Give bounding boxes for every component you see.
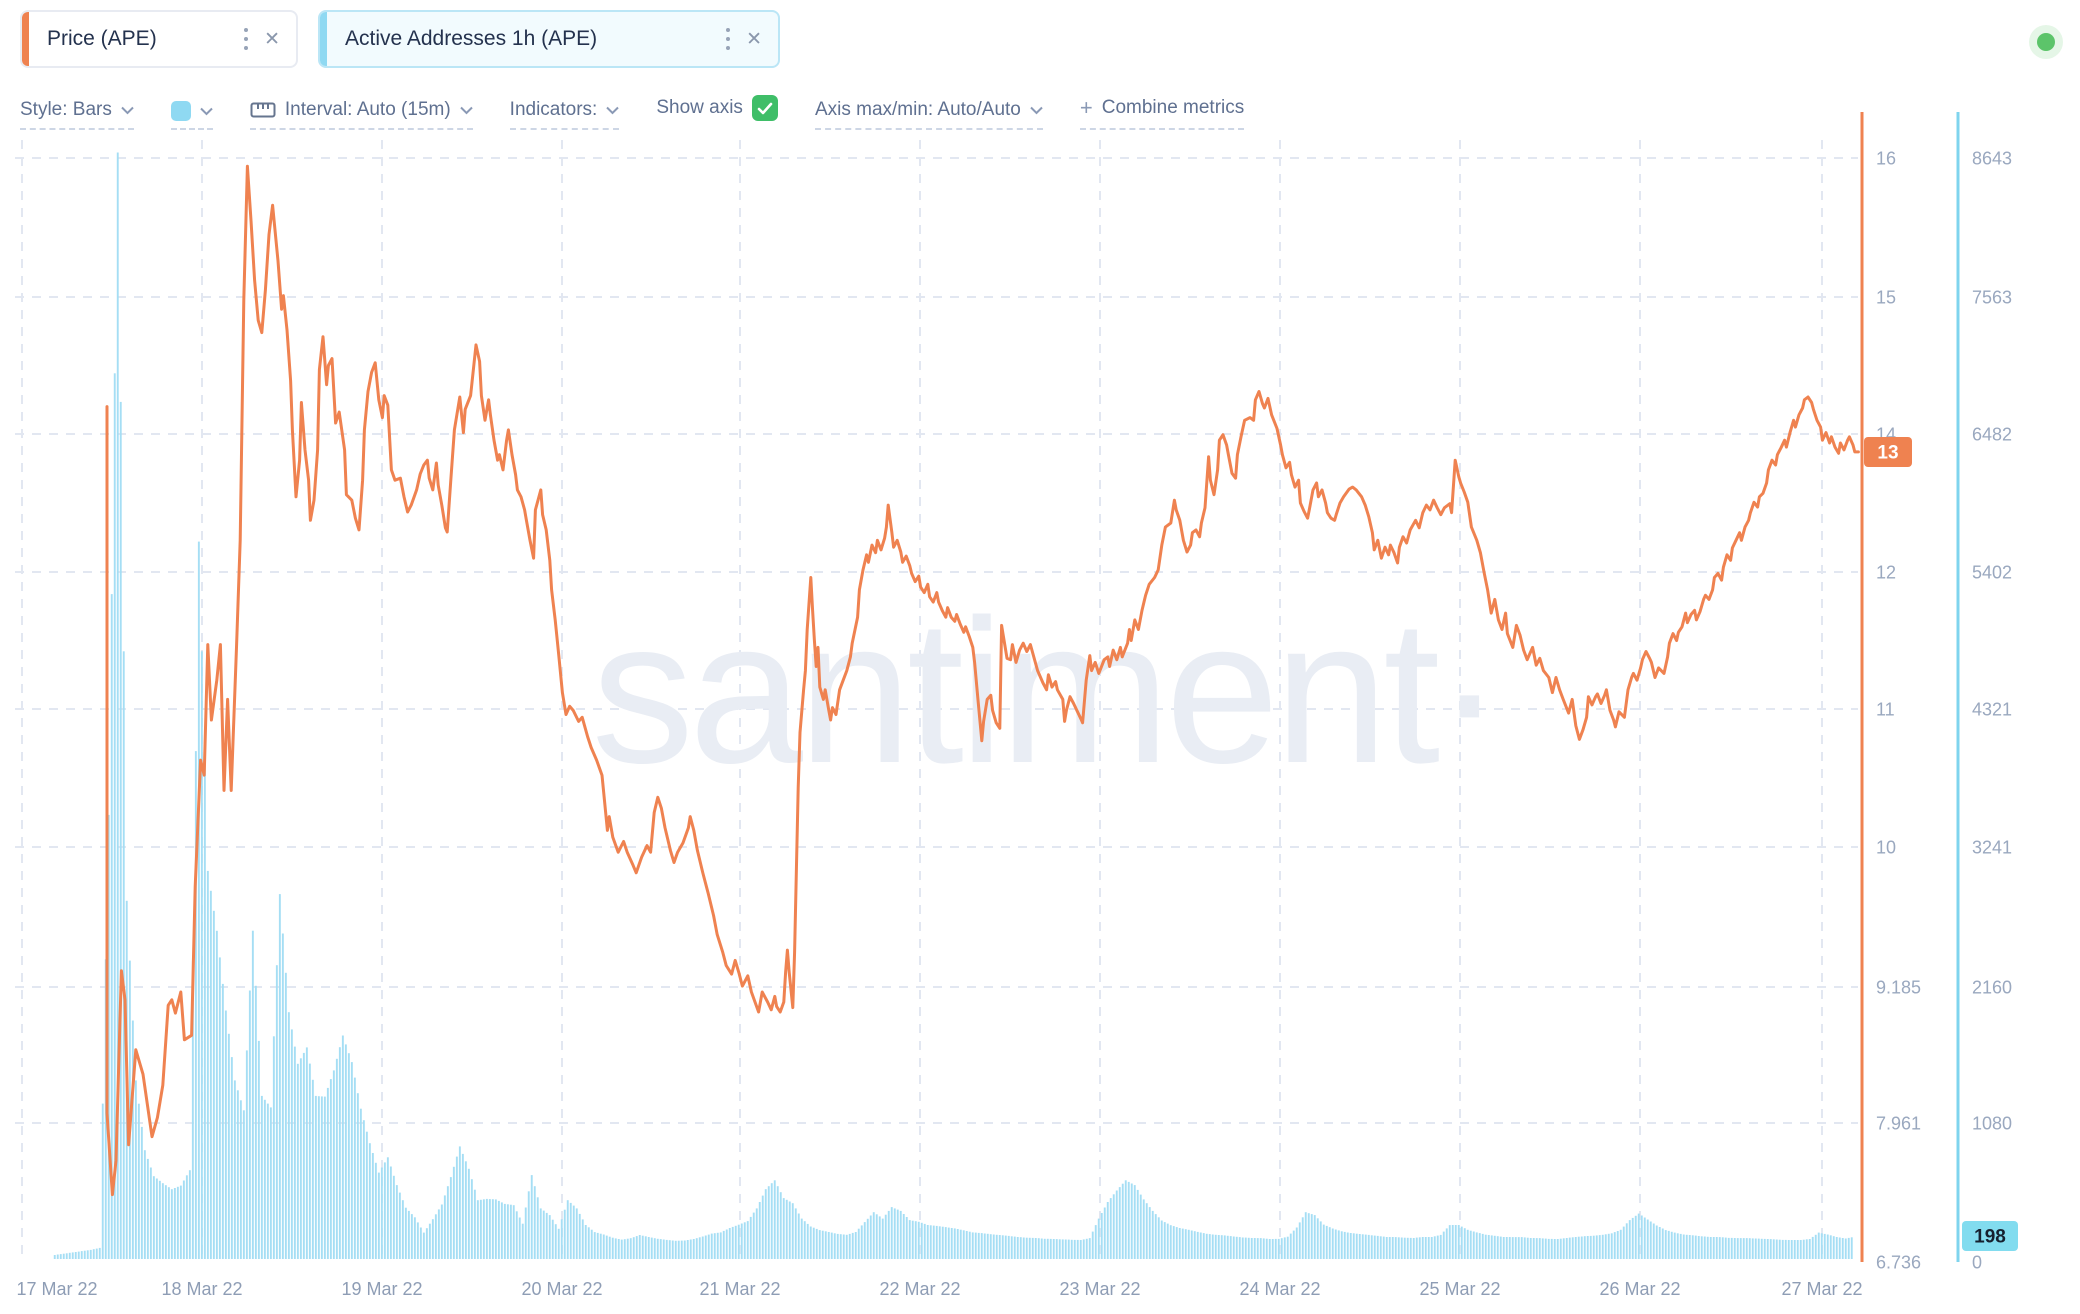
chevron-down-icon <box>459 106 473 114</box>
addresses-axis-tick-label: 3241 <box>1972 837 2012 857</box>
kebab-menu-icon[interactable] <box>718 20 738 59</box>
x-axis-date-label: 18 Mar 22 <box>161 1279 242 1299</box>
tab-addresses-label: Active Addresses 1h (APE) <box>345 27 598 50</box>
price-axis-tick-label: 11 <box>1876 699 1895 719</box>
indicators-label: Indicators: <box>509 99 598 120</box>
x-axis-date-label: 27 Mar 22 <box>1781 1279 1862 1299</box>
tab-price-ape[interactable]: Price (APE) ✕ <box>20 10 298 68</box>
addresses-axis-tick-label: 6482 <box>1972 424 2012 444</box>
style-dropdown[interactable]: Style: Bars <box>20 99 134 130</box>
chevron-down-icon <box>1030 106 1043 114</box>
price-accent-bar <box>22 12 29 66</box>
x-axis-date-label: 23 Mar 22 <box>1059 1279 1140 1299</box>
check-icon <box>757 102 773 114</box>
x-axis-date-label: 17 Mar 22 <box>16 1279 97 1299</box>
price-axis-tick-label: 16 <box>1876 148 1896 168</box>
x-axis-date-label: 20 Mar 22 <box>521 1279 602 1299</box>
chevron-down-icon <box>121 106 134 114</box>
combine-metrics-label: Combine metrics <box>1101 97 1245 118</box>
price-axis-tick-label: 10 <box>1876 837 1896 857</box>
active-addresses-bars <box>53 152 1853 1259</box>
santiment-watermark: santiment· <box>591 577 1498 806</box>
addresses-axis-tick-label: 2160 <box>1972 977 2012 997</box>
axis-maxmin-dropdown[interactable]: Axis max/min: Auto/Auto <box>814 99 1043 130</box>
price-axis-tick-label: 6.736 <box>1876 1252 1921 1272</box>
plus-icon: + <box>1079 95 1093 120</box>
price-line <box>105 164 1860 1197</box>
addresses-axis-tick-label: 5402 <box>1972 562 2012 582</box>
close-icon[interactable]: ✕ <box>264 28 280 50</box>
style-label: Style: Bars <box>20 99 112 120</box>
price-axis-tick-label: 9.185 <box>1876 977 1921 997</box>
series-color-swatch <box>170 101 191 121</box>
connection-status-dot[interactable] <box>2037 33 2055 51</box>
addresses-axis-tick-label: 7563 <box>1972 287 2012 307</box>
interval-ruler-icon <box>250 102 276 118</box>
x-axis-date-label: 24 Mar 22 <box>1239 1279 1320 1299</box>
addresses-axis-tick-label: 4321 <box>1972 699 2012 719</box>
combine-metrics-button[interactable]: + Combine metrics <box>1079 95 1245 130</box>
addresses-accent-bar <box>320 12 327 66</box>
chart-toolbar: Style: Bars Interval: Auto (15m) Indicat… <box>20 95 1245 130</box>
price-current-badge <box>1864 437 1912 467</box>
color-picker-dropdown[interactable] <box>170 101 213 130</box>
x-axis-date-label: 22 Mar 22 <box>879 1279 960 1299</box>
tab-active-addresses[interactable]: Active Addresses 1h (APE) ✕ <box>318 10 780 68</box>
indicators-dropdown[interactable]: Indicators: <box>509 99 620 130</box>
price-axis-tick-label: 15 <box>1876 287 1896 307</box>
interval-dropdown[interactable]: Interval: Auto (15m) <box>249 99 473 130</box>
show-axis-checkbox[interactable] <box>751 95 778 121</box>
axis-maxmin-label: Axis max/min: Auto/Auto <box>814 99 1021 120</box>
chevron-down-icon <box>606 106 620 114</box>
x-axis-date-label: 19 Mar 22 <box>341 1279 422 1299</box>
addresses-axis-tick-label: 8643 <box>1972 148 2012 168</box>
chevron-down-icon <box>200 107 213 115</box>
x-axis-date-label: 21 Mar 22 <box>699 1279 780 1299</box>
price-axis-tick-label: 7.961 <box>1876 1113 1921 1133</box>
price-axis-tick-label: 12 <box>1876 562 1896 582</box>
show-axis-label: Show axis <box>656 97 743 118</box>
x-axis-date-label: 25 Mar 22 <box>1419 1279 1500 1299</box>
addresses-axis-tick-label: 1080 <box>1972 1113 2012 1133</box>
show-axis-toggle[interactable]: Show axis <box>656 95 778 130</box>
price-current-badge-text: 13 <box>1877 443 1898 464</box>
interval-label: Interval: Auto (15m) <box>284 99 451 120</box>
kebab-menu-icon[interactable] <box>236 20 256 59</box>
addresses-current-badge <box>1962 1221 2018 1251</box>
close-icon[interactable]: ✕ <box>746 28 762 50</box>
tab-price-label: Price (APE) <box>47 27 157 50</box>
addresses-current-badge-text: 198 <box>1974 1227 2006 1248</box>
x-axis-date-label: 26 Mar 22 <box>1599 1279 1680 1299</box>
addresses-axis-tick-label: 0 <box>1972 1252 1982 1272</box>
